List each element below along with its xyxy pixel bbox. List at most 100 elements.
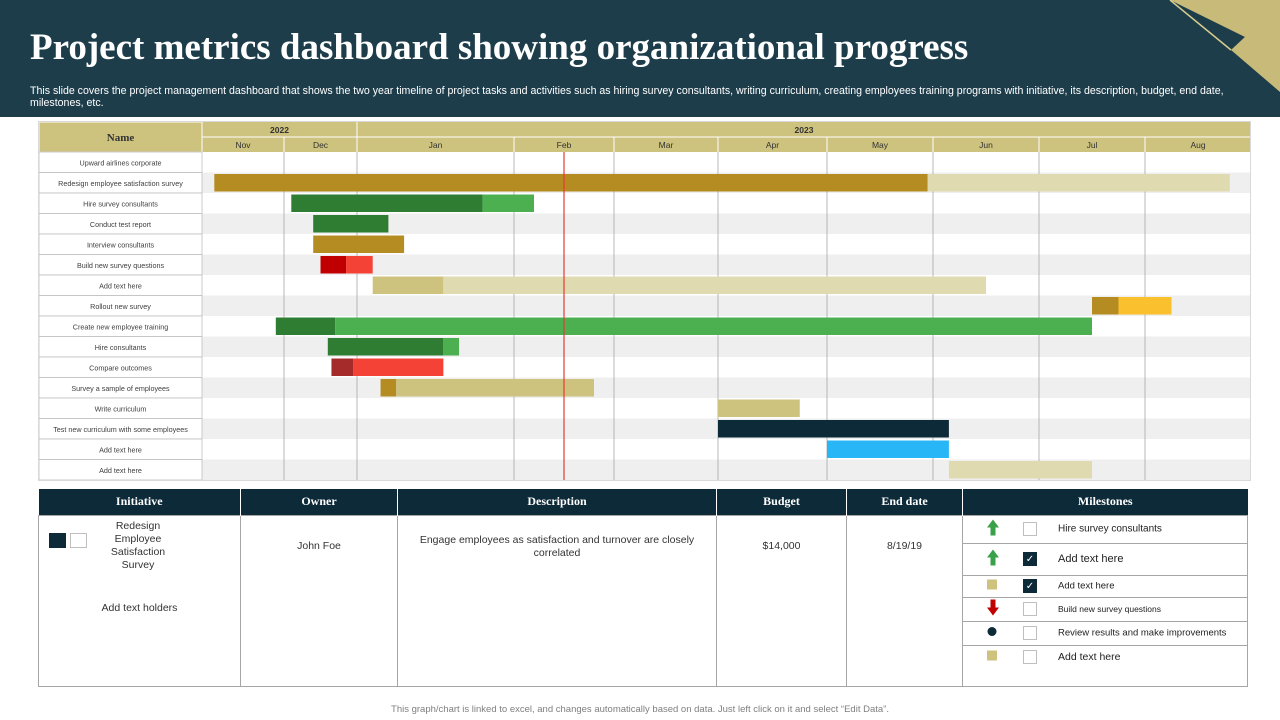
task-name: Redesign employee satisfaction survey <box>58 179 183 188</box>
milestone-checkbox[interactable] <box>1023 602 1037 616</box>
header-description: Description <box>397 489 717 515</box>
task-name: Rollout new survey <box>90 302 151 311</box>
arrow-down-icon <box>987 599 999 619</box>
gantt-row-bg <box>202 152 1250 173</box>
corner-triangle-top <box>1170 0 1280 38</box>
header-budget: Budget <box>716 489 847 515</box>
milestone-checkbox-checked[interactable]: ✓ <box>1023 579 1037 593</box>
initiative-name: Redesign Employee Satisfaction Survey <box>110 519 166 571</box>
gantt-bar <box>320 256 347 274</box>
gantt-bar <box>346 256 373 274</box>
gantt-row-bg <box>202 254 1250 275</box>
status-square-empty <box>70 532 87 548</box>
task-name: Interview consultants <box>87 240 155 249</box>
gantt-bar <box>1118 297 1172 315</box>
task-name: Hire survey consultants <box>83 199 158 208</box>
task-name: Add text here <box>99 445 142 454</box>
task-name: Conduct test report <box>90 220 151 229</box>
gantt-bar <box>927 174 1230 192</box>
milestone-checkbox-checked[interactable]: ✓ <box>1023 552 1037 566</box>
initiative-cell: Redesign Employee Satisfaction Survey Ad… <box>38 514 241 687</box>
gantt-bar <box>275 317 336 335</box>
gantt-bar <box>327 338 444 356</box>
name-header: Name <box>107 132 135 144</box>
description-value: Engage employees as satisfaction and tur… <box>419 533 695 559</box>
budget-value: $14,000 <box>762 539 801 552</box>
month-label: Dec <box>313 140 329 150</box>
task-name: Create new employee training <box>73 322 169 331</box>
task-name: Survey a sample of employees <box>71 384 170 393</box>
gantt-row-bg <box>202 336 1250 357</box>
arrow-up-icon <box>987 549 999 569</box>
gantt-row-bg <box>202 357 1250 378</box>
gantt-bar <box>718 399 800 417</box>
end-date-cell: 8/19/19 <box>846 514 963 687</box>
milestone-row: ✓ Add text here <box>963 576 1247 598</box>
page-title: Project metrics dashboard showing organi… <box>30 27 969 68</box>
milestone-row: Review results and make improvements <box>963 622 1247 646</box>
month-label: Jan <box>429 140 443 150</box>
gantt-bar <box>380 379 397 397</box>
table-row: Redesign Employee Satisfaction Survey Ad… <box>38 514 1248 687</box>
gantt-row-bg <box>202 234 1250 255</box>
gantt-bar <box>353 358 444 376</box>
month-label: Feb <box>557 140 572 150</box>
month-label: Mar <box>659 140 674 150</box>
gantt-bar <box>291 194 483 212</box>
arrow-up-icon <box>987 519 999 539</box>
header-end-date: End date <box>846 489 963 515</box>
task-name: Add text here <box>99 466 142 475</box>
initiative-status <box>49 532 87 548</box>
gantt-bar <box>1092 297 1119 315</box>
milestone-label: Review results and make improvements <box>1058 627 1227 639</box>
square-icon <box>987 650 997 663</box>
footer-note: This graph/chart is linked to excel, and… <box>391 704 889 715</box>
milestone-checkbox[interactable] <box>1023 522 1037 536</box>
milestones-cell: Hire survey consultants ✓ Add text here ✓ Ad… <box>962 514 1248 687</box>
month-label: Aug <box>1190 140 1205 150</box>
milestone-checkbox[interactable] <box>1023 649 1037 664</box>
gantt-bar <box>948 461 1092 479</box>
month-label: Nov <box>235 140 251 150</box>
owner-cell: John Foe <box>240 514 398 687</box>
circle-icon <box>987 627 997 640</box>
gantt-bar <box>331 358 354 376</box>
milestone-row: Build new survey questions <box>963 598 1247 622</box>
budget-cell: $14,000 <box>716 514 847 687</box>
initiative-extra: Add text holders <box>101 601 178 614</box>
gantt-row-bg <box>202 213 1250 234</box>
gantt-bar <box>443 276 987 294</box>
gantt-bar <box>335 317 1093 335</box>
gantt-row-bg <box>202 439 1250 460</box>
corner-line <box>1169 0 1232 51</box>
gantt-bar <box>372 276 444 294</box>
milestone-label: Build new survey questions <box>1058 604 1162 614</box>
milestones-list: Hire survey consultants ✓ Add text here ✓ Ad… <box>963 516 1247 668</box>
gantt-row-bg <box>202 459 1250 480</box>
task-name-cell <box>39 459 203 480</box>
milestone-checkbox[interactable] <box>1023 626 1037 640</box>
gantt-bar <box>313 215 389 233</box>
description-cell: Engage employees as satisfaction and tur… <box>397 514 717 687</box>
gantt-bar <box>718 420 949 438</box>
month-label: Jun <box>979 140 993 150</box>
gantt-row-bg <box>202 377 1250 398</box>
square-icon <box>987 579 997 593</box>
task-name: Hire consultants <box>95 343 147 352</box>
milestone-label: Add text here <box>1058 580 1115 592</box>
milestone-row: Add text here <box>963 646 1247 668</box>
gantt-bar <box>827 440 949 458</box>
gantt-bar <box>214 174 928 192</box>
task-name: Test new curriculum with some employees <box>53 425 188 434</box>
owner-value: John Foe <box>297 539 341 552</box>
initiative-table: Initiative Owner Description Budget End … <box>38 489 1248 687</box>
header-initiative: Initiative <box>38 489 241 515</box>
milestone-row: ✓ Add text here <box>963 544 1247 576</box>
gantt-bar <box>443 338 460 356</box>
month-label: Jul <box>1087 140 1098 150</box>
status-square-filled <box>49 532 66 548</box>
year-label: 2022 <box>270 125 289 135</box>
gantt-bar <box>482 194 534 212</box>
gantt-row-bg <box>202 295 1250 316</box>
end-date-value: 8/19/19 <box>886 539 923 552</box>
